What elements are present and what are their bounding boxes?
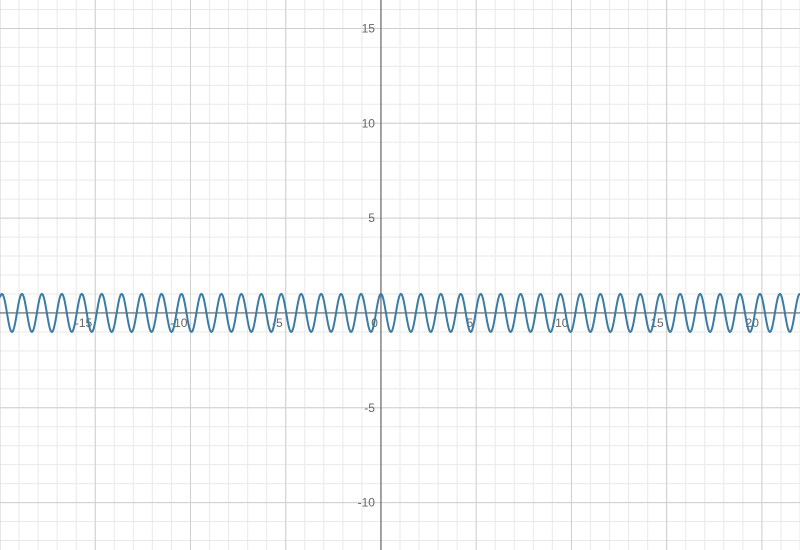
svg-text:-10: -10 xyxy=(358,496,376,510)
svg-text:15: 15 xyxy=(362,21,376,35)
svg-text:10: 10 xyxy=(362,116,376,130)
graph-svg: -15-10-505101520-10-551015 xyxy=(0,0,800,550)
svg-text:-5: -5 xyxy=(364,401,375,415)
svg-text:5: 5 xyxy=(368,211,375,225)
graph-plot[interactable]: -15-10-505101520-10-551015 xyxy=(0,0,800,550)
